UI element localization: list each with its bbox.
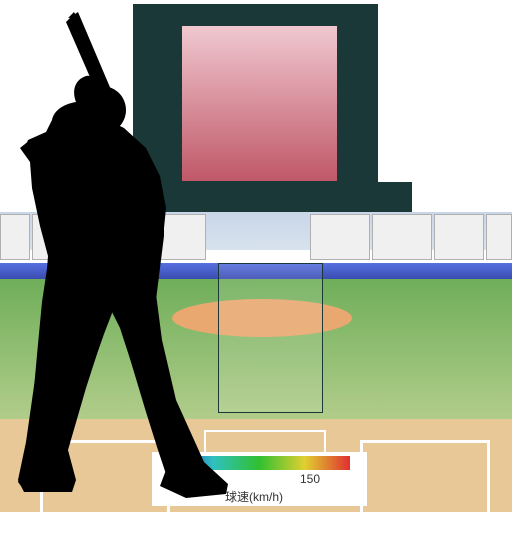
batter-silhouette [14,12,239,512]
stand-panel [434,214,484,260]
legend-tick-150: 150 [300,472,320,486]
batters-box-right [360,440,490,540]
stand-panel [372,214,432,260]
stand-panel [310,214,370,260]
stand-panel [486,214,512,260]
pitch-location-chart: 100 150 球速(km/h) [0,0,512,512]
